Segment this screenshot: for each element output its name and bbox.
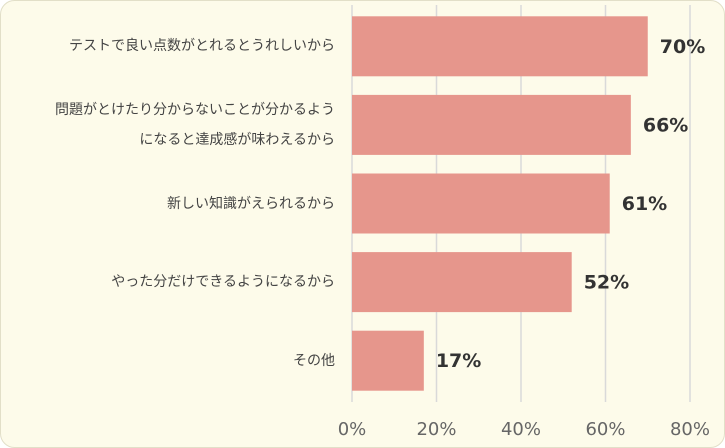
x-tick-label: 0% [338, 419, 367, 440]
y-tick-label: やった分だけできるようになるから [111, 274, 335, 291]
x-tick-label: 60% [585, 419, 625, 440]
value-label: 61% [622, 193, 667, 215]
x-tick-label: 20% [416, 419, 456, 440]
value-label: 52% [584, 272, 629, 294]
y-tick-label: テストで良い点数がとれるとうれしいから [69, 38, 335, 55]
y-tick-label: 新しい知識がえられるから [167, 195, 335, 212]
value-label: 70% [660, 36, 705, 58]
y-tick-label: その他 [293, 352, 335, 369]
bar [352, 16, 648, 77]
x-tick-label: 80% [670, 419, 710, 440]
bar [352, 330, 424, 391]
value-label: 66% [643, 114, 688, 136]
value-label: 17% [436, 350, 481, 372]
y-tick-label: 問題がとけたり分からないことが分かるよう になると達成感が味わえるから [55, 101, 335, 148]
bar [352, 252, 572, 313]
bar [352, 94, 631, 155]
bar [352, 173, 610, 234]
x-tick-label: 40% [501, 419, 541, 440]
